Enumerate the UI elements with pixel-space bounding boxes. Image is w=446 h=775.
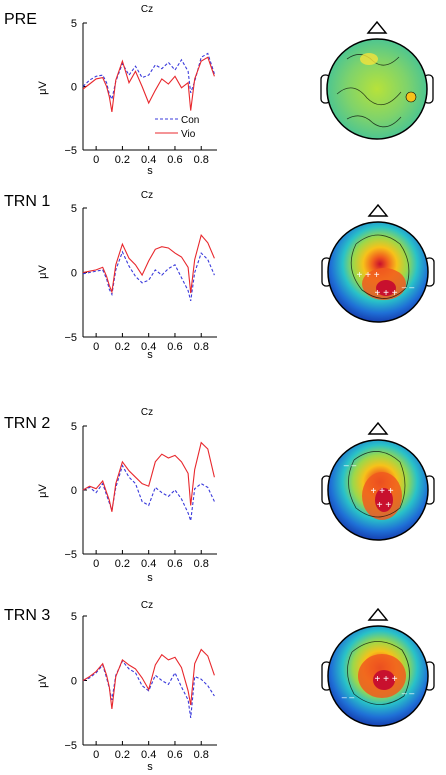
x-tick-label: 0.8 <box>194 558 209 570</box>
hotspot <box>405 91 417 103</box>
y-tick-label: 0 <box>71 485 77 497</box>
nose-icon <box>366 20 388 34</box>
series-vio-line <box>82 441 215 512</box>
x-axis-label: s <box>147 572 153 584</box>
erp-plot: −5 0 5 0 0.2 0.4 0.6 0.8 <box>64 611 217 761</box>
x-tick-label: 0 <box>93 749 99 761</box>
x-tick-label: 0.4 <box>141 749 156 761</box>
y-axis-label: μV <box>37 265 49 279</box>
x-tick-label: 0.4 <box>141 154 156 166</box>
erp-plot: −5 0 5 0 0.2 0.4 0.6 0.8 <box>64 421 217 570</box>
chart-title: Cz <box>141 4 153 15</box>
y-tick-label: 0 <box>71 676 77 688</box>
condition-label: TRN 3 <box>4 607 50 624</box>
topomap: + + + – – – – <box>321 607 435 727</box>
topomap: + + + + + – – <box>321 421 435 541</box>
y-tick-label: −5 <box>64 740 77 752</box>
x-tick-label: 0.4 <box>141 341 156 353</box>
electrode-markers: – – <box>402 282 415 292</box>
panel-trn1: TRN 1 Cz μV s −5 0 5 0 0.2 0.4 0.6 0.8 + + + + … <box>4 190 435 361</box>
series-con-line <box>82 52 215 101</box>
x-tick-label: 0.6 <box>167 341 182 353</box>
nose-icon <box>367 421 389 435</box>
y-tick-label: 5 <box>71 18 77 30</box>
x-tick-label: 0 <box>93 154 99 166</box>
x-axis-label: s <box>147 761 153 773</box>
y-tick-label: 0 <box>71 268 77 280</box>
electrode-markers: + + + <box>374 674 397 685</box>
electrode-markers: – – <box>402 688 415 698</box>
x-tick-label: 0.8 <box>194 154 209 166</box>
y-axis-label: μV <box>37 484 49 498</box>
y-tick-label: 0 <box>71 82 77 94</box>
scalp-map <box>326 38 428 140</box>
x-axis-label: s <box>147 165 153 177</box>
panel-pre: PRE Cz μV s −5 0 5 0 0.2 0.4 0.6 0.8 Con Vio <box>4 4 434 177</box>
contour-lines <box>347 641 410 705</box>
legend-vio-label: Vio <box>181 129 196 140</box>
chart-title: Cz <box>141 407 153 418</box>
erp-plot: −5 0 5 0 0.2 0.4 0.6 0.8 <box>64 18 217 166</box>
nose-icon <box>367 203 389 217</box>
legend: Con Vio <box>155 115 199 140</box>
topomap <box>320 20 434 140</box>
x-tick-label: 0.2 <box>115 749 130 761</box>
contour-lines <box>348 451 406 518</box>
hotspot <box>375 488 393 512</box>
y-tick-label: 5 <box>71 203 77 215</box>
x-tick-label: 0.8 <box>194 749 209 761</box>
topomap: + + + + + + – – <box>321 203 435 323</box>
electrode-markers: – – <box>342 692 355 702</box>
chart-title: Cz <box>141 600 153 611</box>
series-con-line <box>82 250 215 302</box>
x-tick-label: 0.2 <box>115 341 130 353</box>
y-tick-label: 5 <box>71 421 77 433</box>
panel-trn3: TRN 3 Cz μV s −5 0 5 0 0.2 0.4 0.6 0.8 + + + – … <box>4 600 435 773</box>
hotspot <box>373 670 395 690</box>
electrode-markers: – – <box>344 460 357 470</box>
electrode-markers: + + <box>377 500 392 511</box>
erp-plot: −5 0 5 0 0.2 0.4 0.6 0.8 <box>64 203 217 353</box>
x-tick-label: 0.2 <box>115 154 130 166</box>
x-tick-label: 0.6 <box>167 749 182 761</box>
series-con-line <box>82 660 215 718</box>
legend-con-label: Con <box>181 115 199 126</box>
x-tick-label: 0.6 <box>167 558 182 570</box>
x-axis-label: s <box>147 349 153 361</box>
y-tick-label: −5 <box>64 145 77 157</box>
x-tick-label: 0.4 <box>141 558 156 570</box>
y-axis-label: μV <box>37 81 49 95</box>
electrode-markers: + + + <box>356 270 379 281</box>
condition-label: TRN 2 <box>4 415 50 432</box>
condition-label: PRE <box>4 11 37 28</box>
hotspot <box>376 280 396 296</box>
x-tick-label: 0 <box>93 341 99 353</box>
nose-icon <box>367 607 389 621</box>
series-con-line <box>82 464 215 521</box>
series-vio-line <box>82 56 215 112</box>
y-tick-label: −5 <box>64 332 77 344</box>
series-vio-line <box>82 233 215 295</box>
chart-title: Cz <box>141 190 153 201</box>
panel-trn2: TRN 2 Cz μV s −5 0 5 0 0.2 0.4 0.6 0.8 + + + + … <box>4 407 435 584</box>
x-tick-label: 0.2 <box>115 558 130 570</box>
x-tick-label: 0 <box>93 558 99 570</box>
y-tick-label: −5 <box>64 549 77 561</box>
x-tick-label: 0.8 <box>194 341 209 353</box>
y-tick-label: 5 <box>71 611 77 623</box>
x-tick-label: 0.6 <box>167 154 182 166</box>
y-axis-label: μV <box>37 674 49 688</box>
electrode-markers: + + + <box>374 288 397 299</box>
hotspot <box>360 53 378 65</box>
electrode-markers: + + + <box>370 486 393 497</box>
condition-label: TRN 1 <box>4 193 50 210</box>
series-vio-line <box>82 648 215 709</box>
contour-lines <box>350 234 410 299</box>
